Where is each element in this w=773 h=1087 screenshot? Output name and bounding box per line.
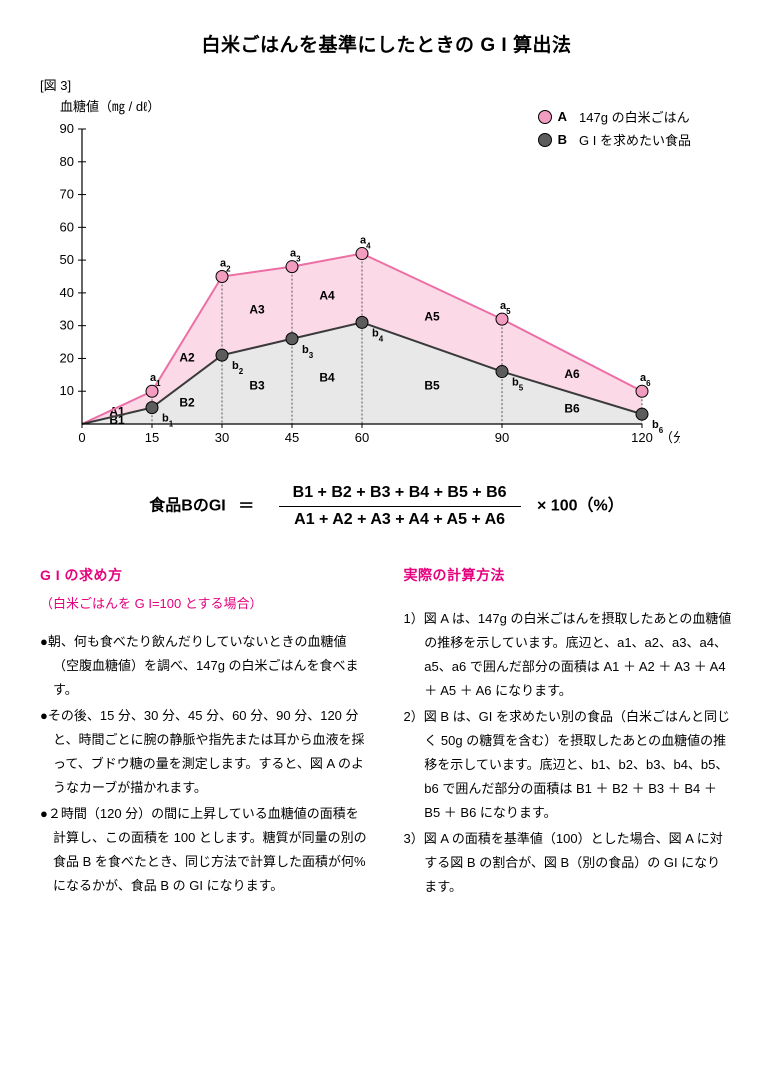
svg-text:A3: A3 xyxy=(249,302,265,316)
legend-letter-a: A xyxy=(558,109,567,124)
legend-item-b: B G I を求めたい食品 xyxy=(538,130,691,149)
svg-text:45: 45 xyxy=(285,430,299,445)
left-subheading: （白米ごはんを G I=100 とする場合） xyxy=(40,592,370,616)
formula-lhs: 食品BのGI xyxy=(149,498,225,515)
svg-text:0: 0 xyxy=(78,430,85,445)
svg-text:60: 60 xyxy=(60,219,74,234)
figure-label: [図 3] xyxy=(40,75,733,94)
svg-text:B2: B2 xyxy=(179,396,195,410)
svg-text:B3: B3 xyxy=(249,378,265,392)
left-column: G I の求め方 （白米ごはんを G I=100 とする場合） 朝、何も食べたり… xyxy=(40,563,370,901)
left-bullet-list: 朝、何も食べたり飲んだりしていないときの血糖値（空腹血糖値）を調べ、147g の… xyxy=(40,630,370,899)
right-numbered-list: 図 A は、147g の白米ごはんを摂取したあとの血糖値の推移を示しています。底… xyxy=(404,607,734,900)
svg-text:50: 50 xyxy=(60,252,74,267)
formula-denominator: A1 + A2 + A3 + A4 + A5 + A6 xyxy=(279,507,521,529)
legend-item-a: A 147g の白米ごはん xyxy=(538,107,691,126)
list-item: 図 B は、GI を求めたい別の食品（白米ごはんと同じく 50g の糖質を含む）… xyxy=(404,705,734,825)
legend-dot-a xyxy=(538,110,552,124)
legend-text-b: G I を求めたい食品 xyxy=(579,130,691,149)
page-title: 白米ごはんを基準にしたときの G I 算出法 xyxy=(40,30,733,57)
gi-formula: 食品BのGI ＝ B1 + B2 + B3 + B4 + B5 + B6 A1 … xyxy=(40,484,733,529)
svg-text:B5: B5 xyxy=(424,378,440,392)
formula-eq: ＝ xyxy=(238,498,254,515)
svg-text:90: 90 xyxy=(495,430,509,445)
left-heading: G I の求め方 xyxy=(40,563,370,589)
formula-fraction: B1 + B2 + B3 + B4 + B5 + B6 A1 + A2 + A3… xyxy=(279,484,521,529)
legend-dot-b xyxy=(538,133,552,147)
text-columns: G I の求め方 （白米ごはんを G I=100 とする場合） 朝、何も食べたり… xyxy=(40,563,733,901)
svg-text:15: 15 xyxy=(145,430,159,445)
svg-text:（分）: （分） xyxy=(660,430,680,445)
chart-container: A 147g の白米ごはん B G I を求めたい食品 A1B1A2B2A3B3… xyxy=(40,119,733,462)
list-item: 朝、何も食べたり飲んだりしていないときの血糖値（空腹血糖値）を調べ、147g の… xyxy=(40,630,370,702)
legend-letter-b: B xyxy=(558,132,567,147)
svg-text:10: 10 xyxy=(60,383,74,398)
formula-numerator: B1 + B2 + B3 + B4 + B5 + B6 xyxy=(279,484,521,507)
svg-text:A4: A4 xyxy=(319,288,335,302)
formula-tail: × 100（%） xyxy=(537,498,624,515)
svg-text:30: 30 xyxy=(60,318,74,333)
list-item: 図 A の面積を基準値（100）とした場合、図 A に対する図 B の割合が、図… xyxy=(404,827,734,899)
svg-text:120: 120 xyxy=(631,430,653,445)
list-item: その後、15 分、30 分、45 分、60 分、90 分、120 分と、時間ごと… xyxy=(40,704,370,800)
right-column: 実際の計算方法 図 A は、147g の白米ごはんを摂取したあとの血糖値の推移を… xyxy=(404,563,734,901)
svg-text:60: 60 xyxy=(355,430,369,445)
list-item: ２時間（120 分）の間に上昇している血糖値の面積を計算し、この面積を 100 … xyxy=(40,802,370,898)
gi-chart: A1B1A2B2A3B3A4B4A5B5A6B6a1a2a3a4a5a6b1b2… xyxy=(40,119,680,459)
right-heading: 実際の計算方法 xyxy=(404,563,734,589)
list-item: 図 A は、147g の白米ごはんを摂取したあとの血糖値の推移を示しています。底… xyxy=(404,607,734,703)
svg-text:B6: B6 xyxy=(564,401,580,415)
legend-text-a: 147g の白米ごはん xyxy=(579,107,690,126)
svg-text:A6: A6 xyxy=(564,367,580,381)
svg-text:30: 30 xyxy=(215,430,229,445)
svg-text:20: 20 xyxy=(60,350,74,365)
svg-text:70: 70 xyxy=(60,187,74,202)
svg-text:80: 80 xyxy=(60,154,74,169)
svg-text:A5: A5 xyxy=(424,310,440,324)
legend: A 147g の白米ごはん B G I を求めたい食品 xyxy=(538,107,691,153)
svg-text:A2: A2 xyxy=(179,351,195,365)
svg-text:40: 40 xyxy=(60,285,74,300)
svg-text:B4: B4 xyxy=(319,370,335,384)
svg-text:90: 90 xyxy=(60,121,74,136)
